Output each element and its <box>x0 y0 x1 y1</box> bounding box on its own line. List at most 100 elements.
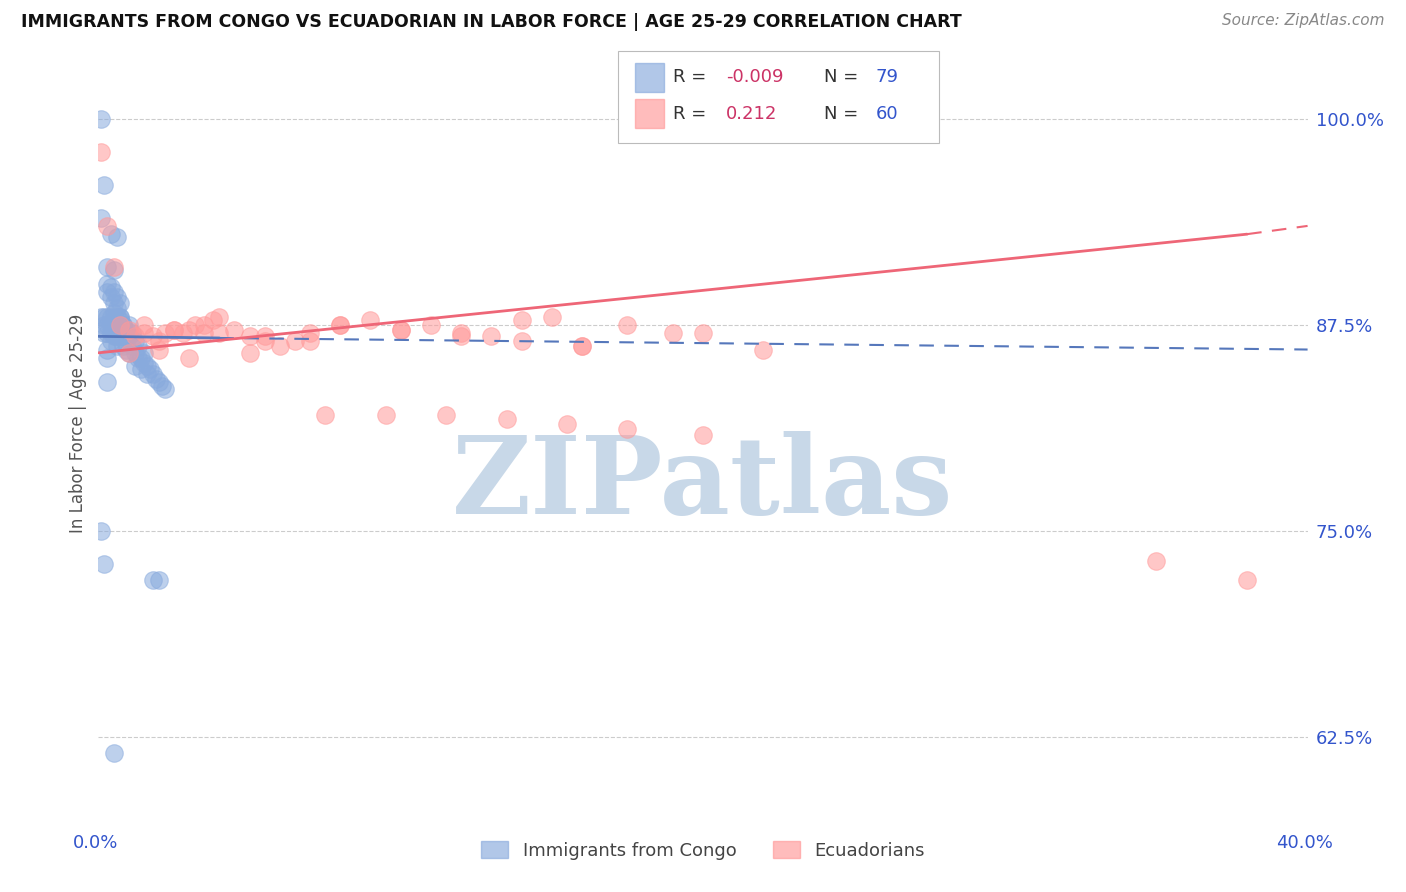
Point <box>90 211 112 225</box>
Point <box>510 313 533 327</box>
Point <box>90 112 112 126</box>
Point <box>202 313 225 327</box>
Point <box>105 310 128 324</box>
FancyBboxPatch shape <box>636 62 664 92</box>
Text: R =: R = <box>672 68 706 87</box>
Point <box>329 318 352 332</box>
Point <box>616 318 638 332</box>
Point <box>1236 574 1258 588</box>
Point <box>100 326 122 340</box>
Point <box>752 343 775 357</box>
FancyBboxPatch shape <box>636 99 664 128</box>
Point <box>239 346 262 360</box>
Point <box>208 326 231 340</box>
Point <box>121 339 143 353</box>
Point <box>253 334 276 349</box>
Point <box>111 329 134 343</box>
Point <box>142 329 165 343</box>
Text: 0.212: 0.212 <box>725 104 778 122</box>
Point <box>100 310 122 324</box>
Point <box>103 306 125 320</box>
Point <box>111 318 134 332</box>
Point <box>269 339 291 353</box>
Point <box>124 346 146 360</box>
Point <box>124 329 146 343</box>
Point <box>118 318 141 332</box>
Point <box>93 318 115 332</box>
Point <box>153 326 176 340</box>
Point <box>314 409 336 423</box>
Point <box>111 318 134 332</box>
Point <box>100 334 122 349</box>
Point <box>114 326 136 340</box>
Point <box>132 318 155 332</box>
Point <box>692 326 714 340</box>
Point <box>179 323 201 337</box>
Point <box>111 339 134 353</box>
Point <box>103 285 125 299</box>
Point <box>105 339 128 353</box>
Point <box>118 346 141 360</box>
Point <box>100 318 122 332</box>
Point <box>540 310 562 324</box>
Text: ZIPatlas: ZIPatlas <box>453 432 953 537</box>
Text: 40.0%: 40.0% <box>1277 834 1333 852</box>
Point <box>148 574 170 588</box>
Point <box>193 318 215 332</box>
Point <box>121 326 143 340</box>
Point <box>163 323 186 337</box>
Point <box>103 260 125 274</box>
Point <box>299 334 322 349</box>
Point <box>571 339 593 353</box>
Point <box>96 260 118 274</box>
Point <box>108 318 131 332</box>
Point <box>96 376 118 390</box>
Text: N =: N = <box>824 104 858 122</box>
Point <box>127 339 149 353</box>
Point <box>111 326 134 340</box>
Point <box>571 339 593 353</box>
Point <box>103 747 125 761</box>
Point <box>100 280 122 294</box>
Point <box>108 310 131 324</box>
Point <box>145 372 167 386</box>
Point <box>329 318 352 332</box>
Point <box>93 557 115 571</box>
Point <box>142 368 165 382</box>
Point <box>90 524 112 538</box>
Text: Source: ZipAtlas.com: Source: ZipAtlas.com <box>1222 13 1385 29</box>
Point <box>114 323 136 337</box>
Point <box>148 376 170 390</box>
Text: N =: N = <box>824 68 858 87</box>
Point <box>179 351 201 365</box>
Point <box>103 263 125 277</box>
Point <box>360 313 382 327</box>
Point <box>124 359 146 373</box>
Point <box>389 323 412 337</box>
Text: R =: R = <box>672 104 706 122</box>
Point <box>90 145 112 159</box>
Text: 60: 60 <box>876 104 898 122</box>
Y-axis label: In Labor Force | Age 25-29: In Labor Force | Age 25-29 <box>69 314 87 533</box>
Point <box>495 411 517 425</box>
Point <box>129 362 152 376</box>
Point <box>132 346 155 360</box>
Point <box>450 329 472 343</box>
Point <box>450 326 472 340</box>
Point <box>114 335 136 350</box>
Point <box>103 329 125 343</box>
Point <box>153 382 176 396</box>
Point <box>184 318 207 332</box>
Point <box>1144 553 1167 567</box>
Point <box>96 351 118 365</box>
Point <box>132 356 155 370</box>
Point <box>389 323 412 337</box>
Point <box>105 329 128 343</box>
Point <box>108 329 131 343</box>
Point <box>114 343 136 357</box>
Point <box>208 310 231 324</box>
Point <box>93 326 115 340</box>
Point <box>148 334 170 349</box>
Point <box>103 296 125 310</box>
Text: IMMIGRANTS FROM CONGO VS ECUADORIAN IN LABOR FORCE | AGE 25-29 CORRELATION CHART: IMMIGRANTS FROM CONGO VS ECUADORIAN IN L… <box>21 13 962 31</box>
